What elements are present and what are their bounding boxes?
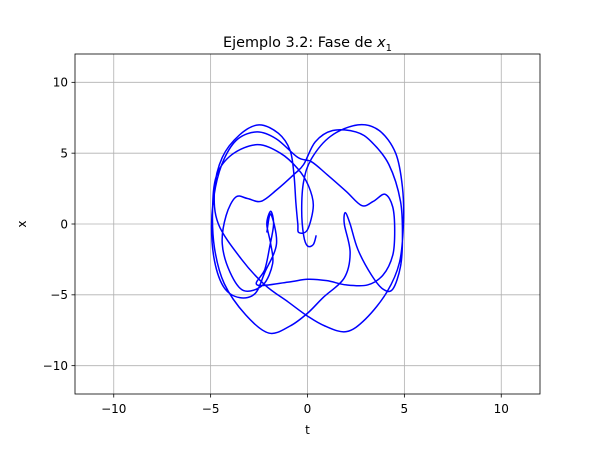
y-axis-label: x	[15, 220, 29, 227]
x-axis-label: t	[305, 423, 310, 437]
y-tick-label: −5	[50, 288, 68, 302]
chart-title-subscript: 1	[386, 43, 392, 54]
x-tick-label: −5	[202, 402, 220, 416]
x-axis-ticks: −10 −5 0 5 10	[101, 394, 509, 416]
y-axis-ticks: −10 −5 0 5 10	[43, 76, 75, 373]
y-tick-label: −10	[43, 359, 68, 373]
chart-title-text: Ejemplo 3.2: Fase de	[223, 35, 377, 51]
chart-title-variable: x	[376, 35, 386, 51]
x-tick-label: 5	[401, 402, 409, 416]
chart-title: Ejemplo 3.2: Fase de x1	[223, 35, 392, 54]
x-tick-label: 10	[494, 402, 509, 416]
grid-lines	[75, 54, 540, 394]
plot-area	[210, 123, 405, 335]
trajectory-line-0	[210, 123, 405, 335]
x-tick-label: −10	[101, 402, 126, 416]
y-tick-label: 10	[53, 76, 68, 90]
x-tick-label: 0	[304, 402, 312, 416]
y-tick-label: 5	[60, 146, 68, 160]
y-tick-label: 0	[60, 217, 68, 231]
